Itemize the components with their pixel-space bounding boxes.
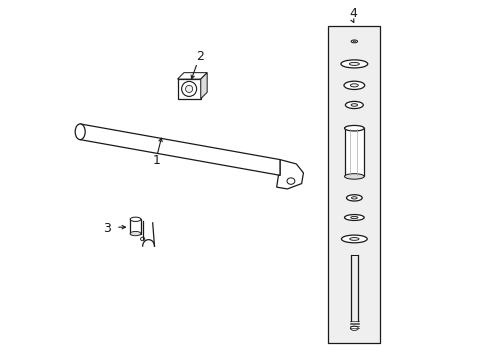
Ellipse shape xyxy=(350,104,357,106)
Ellipse shape xyxy=(341,235,366,243)
Text: 4: 4 xyxy=(349,8,357,21)
Ellipse shape xyxy=(181,81,196,96)
Polygon shape xyxy=(177,73,207,79)
Bar xyxy=(344,128,364,176)
Ellipse shape xyxy=(345,102,363,109)
Text: 3: 3 xyxy=(103,222,111,235)
Ellipse shape xyxy=(286,178,294,184)
Bar xyxy=(130,219,141,234)
Text: 2: 2 xyxy=(196,50,203,63)
Ellipse shape xyxy=(344,125,364,131)
Polygon shape xyxy=(276,159,303,189)
Ellipse shape xyxy=(343,81,364,90)
Ellipse shape xyxy=(344,174,364,179)
Ellipse shape xyxy=(350,40,357,43)
Ellipse shape xyxy=(351,197,356,199)
Ellipse shape xyxy=(350,216,357,219)
Text: 1: 1 xyxy=(153,154,161,167)
Polygon shape xyxy=(80,124,280,175)
Ellipse shape xyxy=(340,60,367,68)
Ellipse shape xyxy=(140,237,144,241)
Bar xyxy=(328,26,380,342)
Polygon shape xyxy=(201,73,207,99)
Ellipse shape xyxy=(350,326,358,330)
Ellipse shape xyxy=(185,85,192,93)
Ellipse shape xyxy=(348,62,359,66)
Bar xyxy=(177,79,201,99)
Ellipse shape xyxy=(346,195,362,201)
Ellipse shape xyxy=(349,238,358,240)
Ellipse shape xyxy=(130,217,141,221)
Ellipse shape xyxy=(130,231,141,236)
Ellipse shape xyxy=(352,41,355,42)
Ellipse shape xyxy=(75,124,85,140)
Ellipse shape xyxy=(350,84,358,87)
Ellipse shape xyxy=(344,215,364,220)
